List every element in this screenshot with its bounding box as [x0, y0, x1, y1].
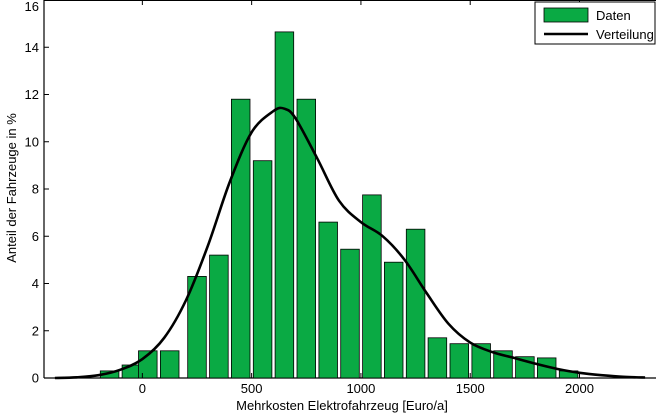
legend-swatch-daten: [543, 7, 589, 23]
x-tick-label: 1000: [346, 381, 375, 396]
y-tick-label: 2: [32, 323, 39, 338]
distribution-curve: [54, 106, 646, 380]
x-tick-label: 0: [139, 381, 146, 396]
bar: [449, 343, 470, 379]
bar: [159, 350, 180, 379]
ticks-group: 0 2 4 6 8 10 12 14 16 0 500 1000 1500 2000: [25, 0, 594, 396]
x-axis-title: Mehrkosten Elektrofahrzeug [Euro/a]: [236, 398, 448, 413]
x-tick-label: 2000: [565, 381, 594, 396]
y-tick-label: 10: [25, 134, 39, 149]
legend: Daten Verteilung: [534, 1, 656, 45]
x-tick-label: 500: [241, 381, 263, 396]
y-tick-label: 4: [32, 276, 39, 291]
legend-label-verteilung: Verteilung: [596, 27, 654, 42]
bar: [383, 261, 404, 379]
y-tick-label: 16: [25, 0, 39, 14]
bar: [274, 31, 295, 379]
y-tick-label: 14: [25, 40, 39, 55]
y-tick-label: 12: [25, 87, 39, 102]
y-tick-label: 8: [32, 182, 39, 197]
y-tick-label: 6: [32, 229, 39, 244]
bar: [405, 228, 426, 379]
bar: [296, 98, 317, 379]
bar: [252, 160, 273, 379]
x-tick-label: 1500: [456, 381, 485, 396]
bars-group: [99, 31, 579, 379]
y-axis-title: Anteil der Fahrzeuge in %: [4, 113, 19, 263]
bar: [318, 221, 338, 379]
legend-label-daten: Daten: [596, 8, 631, 23]
bar: [471, 343, 491, 379]
y-tick-label: 0: [32, 371, 39, 386]
bar: [362, 194, 382, 379]
bar: [209, 254, 229, 379]
bar: [340, 248, 360, 379]
bar: [427, 337, 448, 379]
